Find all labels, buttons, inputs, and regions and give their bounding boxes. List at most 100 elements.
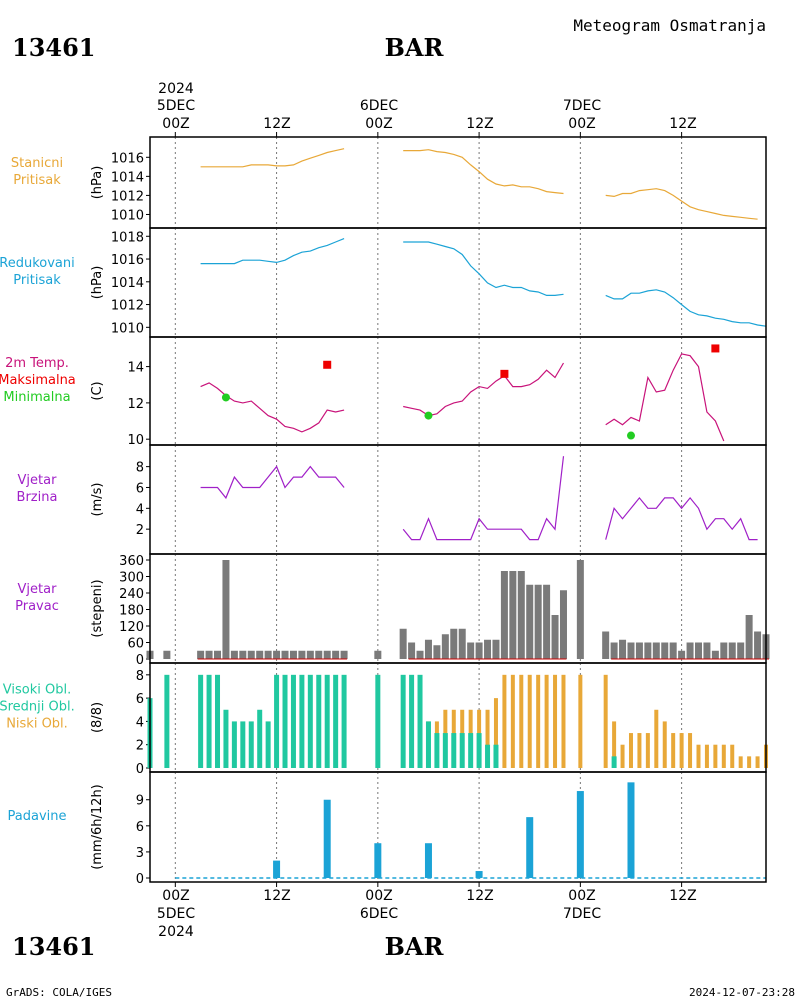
top-tick-12z-1: 12Z [263, 116, 290, 132]
y-tick-label-oblaci: 2 [136, 739, 144, 754]
wind-direction-bar [239, 650, 247, 659]
y-tick-label-padavine: 9 [136, 794, 144, 809]
wind-direction-bar [281, 650, 289, 659]
low-cloud-bar [747, 756, 752, 768]
low-cloud-bar [628, 733, 633, 768]
y-axis-title-temperatura: (C) [90, 381, 105, 400]
series-line-redukovani-1 [403, 241, 564, 296]
y-axis-title-oblaci: (8/8) [90, 702, 105, 733]
panel-label-vjetar_pravac-1: Pravac [15, 599, 59, 614]
high-cloud-bar [299, 674, 305, 768]
wind-direction-bar [737, 642, 745, 659]
low-cloud-bar [493, 698, 498, 768]
wind-direction-bar [289, 650, 297, 659]
high-cloud-bar [442, 733, 448, 768]
high-cloud-bar [485, 744, 491, 768]
wind-direction-bar [340, 650, 348, 659]
low-cloud-bar [721, 744, 726, 768]
high-cloud-bar [409, 674, 415, 768]
top-date-5dec: 5DEC [157, 98, 196, 114]
high-cloud-bar [324, 674, 330, 768]
series-line-stanicni-1 [403, 149, 564, 195]
wind-direction-bar [441, 634, 449, 659]
wind-direction-bar [576, 560, 584, 659]
y-tick-label-redukovani: 1018 [111, 230, 144, 245]
high-cloud-bar [231, 721, 237, 768]
bottom-tick-00z-3: 00Z [568, 888, 595, 904]
precip-bar [273, 860, 281, 878]
low-cloud-bar [536, 674, 541, 768]
series-line-vjetar_brzina-0 [200, 465, 345, 500]
station-id-top: 13461 [12, 33, 96, 62]
panel-label-vjetar_pravac-0: Vjetar [18, 582, 58, 597]
series-line-vjetar_brzina-1 [402, 456, 565, 541]
high-cloud-bar [341, 674, 347, 768]
y-tick-label-temperatura: 12 [127, 397, 144, 412]
y-tick-label-oblaci: 0 [136, 762, 144, 777]
panel-label-oblaci-1: Srednji Obl. [0, 700, 75, 715]
y-tick-label-vjetar_pravac: 180 [119, 604, 144, 619]
low-cloud-bar [645, 733, 650, 768]
high-cloud-bar [459, 733, 465, 768]
wind-direction-bar [332, 650, 340, 659]
y-tick-label-stanicni: 1010 [111, 208, 144, 223]
high-cloud-bar [290, 674, 296, 768]
low-cloud-bar [603, 674, 608, 768]
wind-direction-bar [205, 650, 213, 659]
wind-direction-bar [399, 628, 407, 659]
high-cloud-bar [451, 733, 457, 768]
wind-direction-bar [214, 650, 222, 659]
wind-direction-bar [163, 650, 171, 659]
precip-bar [374, 843, 382, 878]
low-cloud-bar [553, 674, 558, 768]
low-cloud-bar [510, 674, 515, 768]
wind-direction-bar [745, 615, 753, 659]
panel-label-temperatura-0: 2m Temp. [5, 356, 69, 371]
y-tick-label-stanicni: 1014 [111, 170, 144, 185]
wind-direction-bar [323, 650, 331, 659]
high-cloud-bar [240, 721, 246, 768]
precip-bar [627, 782, 635, 878]
bottom-date-6dec: 6DEC [360, 906, 399, 922]
high-cloud-bar [611, 756, 617, 768]
high-cloud-bar [425, 721, 431, 768]
wind-direction-bar [703, 642, 711, 659]
wind-direction-bar [492, 639, 500, 659]
tmax-marker [323, 360, 332, 369]
y-tick-label-oblaci: 4 [136, 715, 144, 730]
high-cloud-bar [215, 674, 221, 768]
high-cloud-bar [274, 674, 280, 768]
wind-direction-bar [652, 642, 660, 659]
footer-timestamp: 2024-12-07-23:28 [689, 986, 795, 999]
low-cloud-bar [688, 733, 693, 768]
high-cloud-bar [333, 674, 339, 768]
top-date-7dec: 7DEC [563, 98, 602, 114]
station-name-bottom: BAR [385, 932, 445, 961]
high-cloud-bar [248, 721, 254, 768]
low-cloud-bar [654, 709, 659, 768]
panel-label-vjetar_brzina-1: Brzina [17, 490, 58, 505]
low-cloud-bar [519, 674, 524, 768]
top-tick-12z-2: 12Z [466, 116, 493, 132]
wind-direction-bar [543, 584, 551, 659]
wind-direction-bar [273, 650, 281, 659]
top-year-label: 2024 [158, 81, 194, 97]
panel-frame-redukovani [149, 227, 767, 338]
wind-direction-bar [424, 639, 432, 659]
high-cloud-bar [417, 674, 423, 768]
low-cloud-bar [704, 744, 709, 768]
high-cloud-bar [164, 674, 170, 768]
series-line-temperatura-0 [200, 382, 345, 433]
panel-label-redukovani-0: Redukovani [0, 256, 75, 271]
top-tick-00z-2: 00Z [365, 116, 392, 132]
wind-direction-bar [517, 571, 525, 659]
tmin-marker [424, 411, 433, 420]
wind-direction-bar [610, 642, 618, 659]
wind-direction-bar [754, 631, 762, 659]
series-line-redukovani-2 [605, 289, 767, 327]
tmin-marker [626, 431, 635, 440]
wind-direction-bar [728, 642, 736, 659]
panel-frame-padavine [149, 771, 767, 883]
wind-direction-bar [197, 650, 205, 659]
